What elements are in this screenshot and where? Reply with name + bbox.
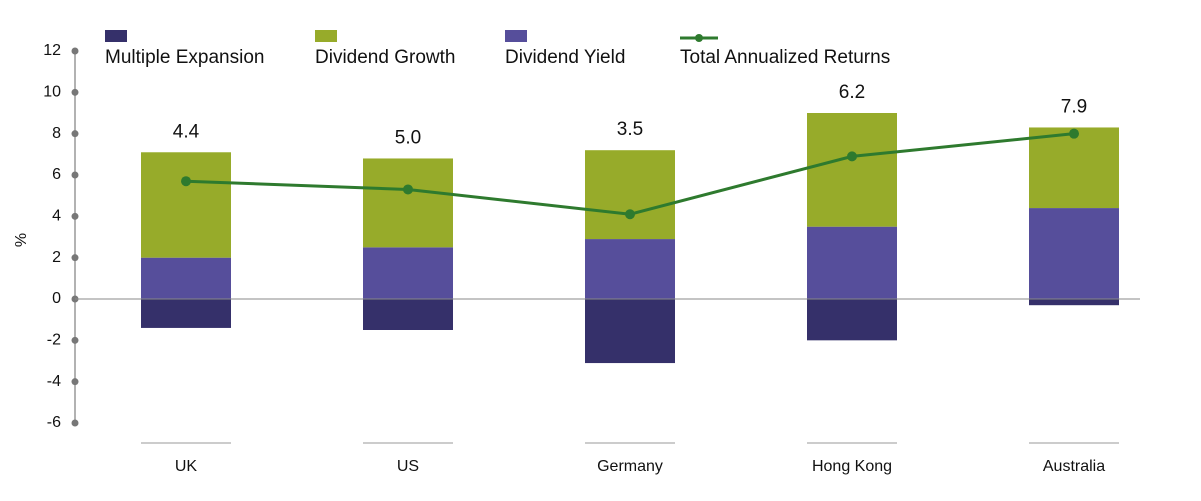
y-tick bbox=[71, 88, 79, 96]
x-tick-label: US bbox=[397, 458, 419, 475]
legend-label: Multiple Expansion bbox=[105, 47, 264, 68]
legend-label: Dividend Yield bbox=[505, 47, 625, 68]
line-point bbox=[847, 151, 857, 162]
line-point bbox=[1069, 128, 1079, 139]
x-tick-label: Germany bbox=[597, 458, 663, 475]
y-tick-label: 10 bbox=[43, 84, 61, 101]
y-tick-label: 2 bbox=[52, 249, 61, 266]
legend-swatch bbox=[105, 30, 127, 42]
legend-swatch bbox=[315, 30, 337, 42]
y-tick-label: -2 bbox=[47, 332, 61, 349]
y-tick bbox=[71, 171, 79, 179]
x-tick-label: Hong Kong bbox=[812, 458, 892, 475]
y-tick bbox=[71, 336, 79, 344]
bar-annotation: 6.2 bbox=[839, 82, 865, 103]
bar bbox=[1029, 127, 1119, 209]
line-point bbox=[625, 209, 635, 220]
y-tick bbox=[71, 378, 79, 386]
legend-label: Dividend Growth bbox=[315, 47, 455, 68]
bar bbox=[363, 247, 453, 299]
bar bbox=[807, 299, 897, 341]
y-tick bbox=[71, 130, 79, 138]
y-tick-label: 4 bbox=[52, 208, 61, 225]
y-tick-label: 6 bbox=[52, 166, 61, 183]
x-tick-label: UK bbox=[175, 458, 198, 475]
line-point bbox=[403, 184, 413, 195]
bar bbox=[807, 226, 897, 299]
bar bbox=[141, 299, 231, 328]
y-tick bbox=[71, 47, 79, 55]
bar-annotation: 3.5 bbox=[617, 119, 643, 140]
bar bbox=[141, 152, 231, 258]
y-tick-label: 8 bbox=[52, 125, 61, 142]
legend-label: Total Annualized Returns bbox=[680, 47, 890, 68]
bar bbox=[807, 113, 897, 227]
bar bbox=[363, 299, 453, 330]
bar bbox=[363, 158, 453, 248]
legend-swatch bbox=[505, 30, 527, 42]
bar bbox=[585, 299, 675, 364]
bar bbox=[141, 257, 231, 299]
bar-annotation: 4.4 bbox=[173, 121, 200, 142]
x-tick-label: Australia bbox=[1043, 458, 1105, 475]
bar bbox=[1029, 208, 1119, 299]
y-tick-label: -4 bbox=[47, 373, 61, 390]
bar-annotation: 7.9 bbox=[1061, 96, 1087, 117]
line-point bbox=[181, 176, 191, 187]
bar bbox=[585, 150, 675, 240]
y-tick bbox=[71, 254, 79, 262]
y-tick-label: -6 bbox=[47, 414, 61, 431]
legend-swatch-dot bbox=[695, 34, 703, 42]
y-tick bbox=[71, 212, 79, 220]
y-tick-label: 12 bbox=[43, 42, 61, 59]
y-axis-label: % bbox=[13, 233, 30, 247]
bar-annotation: 5.0 bbox=[395, 127, 421, 148]
bar bbox=[1029, 299, 1119, 306]
y-tick-label: 0 bbox=[52, 290, 61, 307]
y-tick bbox=[71, 419, 79, 427]
bar bbox=[585, 239, 675, 299]
